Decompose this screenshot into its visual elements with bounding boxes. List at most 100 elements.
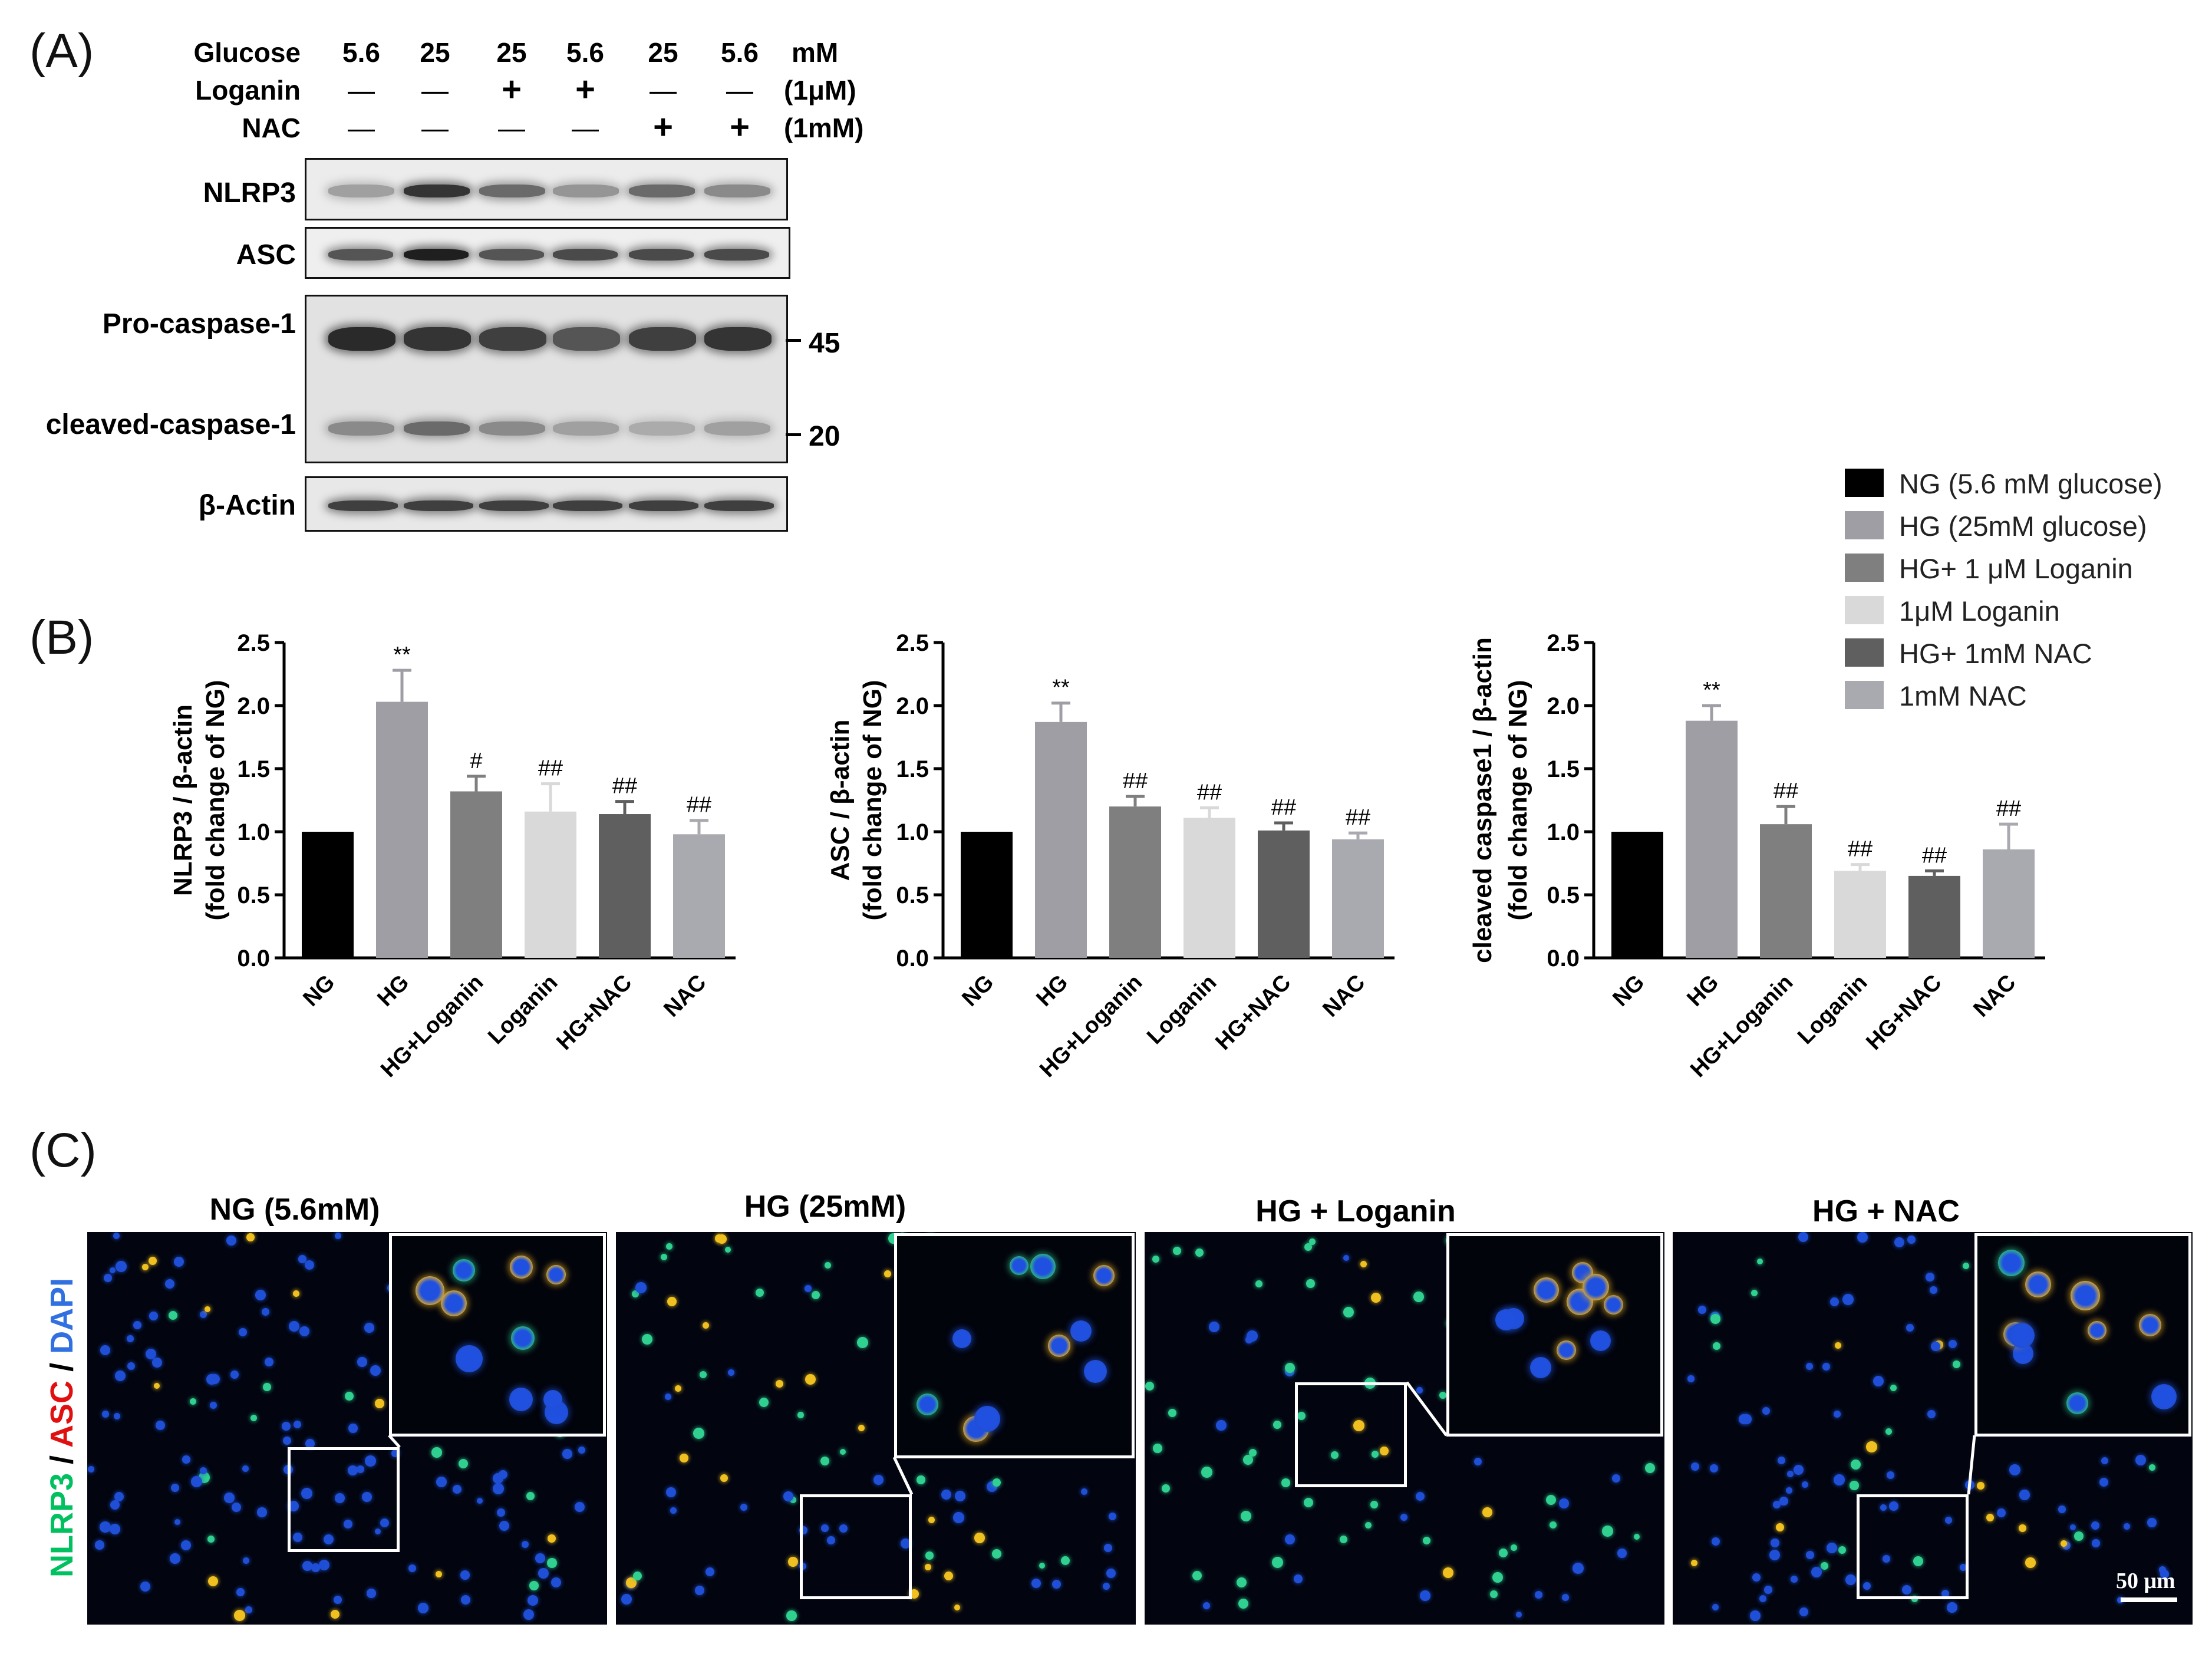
cell-nucleus bbox=[255, 1290, 266, 1300]
cell-nucleus bbox=[1237, 1577, 1247, 1588]
cell-nucleus bbox=[1963, 1263, 1970, 1270]
y-tick-label: 2.0 bbox=[896, 693, 929, 719]
connector bbox=[1405, 1381, 1448, 1437]
cell-nucleus bbox=[1953, 1360, 1961, 1369]
cell-nucleus bbox=[1562, 1594, 1569, 1601]
cell-nucleus bbox=[1152, 1256, 1159, 1263]
cell-nucleus bbox=[1866, 1441, 1877, 1452]
cell-magnified bbox=[441, 1290, 467, 1316]
cell-magnified bbox=[1030, 1254, 1056, 1279]
cell-magnified bbox=[1048, 1335, 1071, 1358]
cell-nucleus bbox=[1851, 1460, 1861, 1470]
cell-nucleus bbox=[1168, 1409, 1177, 1418]
cell-nucleus bbox=[169, 1311, 178, 1320]
cell-nucleus bbox=[1360, 1261, 1367, 1268]
cell-nucleus bbox=[1482, 1507, 1492, 1517]
y-tick-label: 0.0 bbox=[237, 946, 270, 971]
cell-nucleus bbox=[357, 1465, 364, 1473]
cell-nucleus bbox=[720, 1474, 728, 1483]
blot-band bbox=[479, 249, 544, 261]
cell-magnified bbox=[2088, 1321, 2107, 1340]
cell-nucleus bbox=[1103, 1583, 1110, 1590]
cell-nucleus bbox=[1372, 1451, 1379, 1458]
cell-nucleus bbox=[1842, 1294, 1854, 1305]
cell-nucleus bbox=[1297, 1412, 1306, 1421]
fluor-title-hg-nac: HG + NAC bbox=[1812, 1194, 1960, 1228]
cell-nucleus bbox=[528, 1595, 539, 1606]
wb-cell: + bbox=[575, 70, 595, 108]
cell-nucleus bbox=[1863, 1582, 1871, 1590]
wb-cell: — bbox=[348, 113, 375, 143]
cell-nucleus bbox=[100, 1521, 111, 1533]
cell-magnified bbox=[456, 1345, 483, 1372]
cell-nucleus bbox=[242, 1465, 249, 1472]
cell-nucleus bbox=[1713, 1342, 1720, 1350]
cell-magnified bbox=[917, 1394, 938, 1415]
cell-nucleus bbox=[1039, 1563, 1046, 1569]
cell-nucleus bbox=[626, 1577, 637, 1589]
cell-nucleus bbox=[1550, 1521, 1557, 1528]
cell-nucleus bbox=[1309, 1238, 1316, 1246]
significance-label: ## bbox=[1922, 843, 1947, 868]
cell-nucleus bbox=[370, 1365, 381, 1376]
cell-nucleus bbox=[1245, 1336, 1252, 1343]
blot-band bbox=[704, 185, 770, 197]
cell-nucleus bbox=[1779, 1497, 1788, 1506]
cell-nucleus bbox=[1791, 1576, 1798, 1583]
wb-cell: — bbox=[421, 75, 449, 106]
cell-nucleus bbox=[1238, 1599, 1249, 1609]
marker-tick-45 bbox=[786, 339, 801, 342]
blot-band bbox=[704, 500, 774, 511]
legend-swatch bbox=[1845, 596, 1884, 624]
cell-nucleus bbox=[1612, 1474, 1621, 1483]
x-tick-label: Loganin bbox=[1142, 970, 1221, 1049]
cell-nucleus bbox=[1104, 1544, 1112, 1552]
cell-nucleus bbox=[1241, 1511, 1251, 1521]
cell-nucleus bbox=[239, 1328, 248, 1337]
cell-nucleus bbox=[1439, 1392, 1447, 1399]
cell-nucleus bbox=[335, 1233, 342, 1240]
fluor-title-hg-loganin: HG + Loganin bbox=[1255, 1194, 1456, 1228]
bar bbox=[961, 832, 1013, 958]
cell-nucleus bbox=[293, 1290, 299, 1297]
cell-nucleus bbox=[2124, 1523, 2131, 1530]
cell-nucleus bbox=[1343, 1255, 1350, 1261]
cell-nucleus bbox=[1687, 1375, 1695, 1382]
chart-nlrp3: 0.0 0.5 1.0 1.5 2.0 2.5 NLRP3 / β-actin (fold c… bbox=[169, 630, 736, 1082]
stain-label-part: ASC bbox=[44, 1380, 80, 1448]
cell-nucleus bbox=[364, 1323, 374, 1333]
cell-nucleus bbox=[226, 1236, 236, 1246]
cell-nucleus bbox=[100, 1345, 110, 1355]
blot-band bbox=[629, 249, 694, 261]
cell-nucleus bbox=[232, 1503, 242, 1513]
cell-magnified bbox=[453, 1259, 475, 1282]
cell-magnified bbox=[1557, 1340, 1576, 1360]
x-tick-label: HG+NAC bbox=[1861, 970, 1946, 1055]
blot-caspase-1 bbox=[305, 295, 788, 463]
cell-nucleus bbox=[925, 1564, 931, 1570]
magnified-inset bbox=[894, 1233, 1135, 1458]
cell-nucleus bbox=[246, 1233, 255, 1241]
cell-nucleus bbox=[827, 1536, 835, 1544]
cell-nucleus bbox=[2099, 1478, 2109, 1487]
blot-band bbox=[328, 421, 394, 436]
blot-band bbox=[479, 185, 545, 197]
blot-label-beta-actin: β-Actin bbox=[198, 490, 296, 521]
blot-band bbox=[553, 327, 620, 351]
blot-band bbox=[404, 327, 471, 351]
fluor-image-hg bbox=[616, 1232, 1136, 1625]
cell-nucleus bbox=[210, 1402, 217, 1409]
wb-cell: — bbox=[726, 75, 753, 106]
blot-band bbox=[704, 327, 772, 351]
cell-nucleus bbox=[114, 1492, 124, 1502]
bar bbox=[1109, 806, 1161, 958]
cell-magnified bbox=[509, 1388, 533, 1411]
cell-nucleus bbox=[2058, 1506, 2066, 1513]
cell-nucleus bbox=[1773, 1501, 1781, 1509]
cell-magnified bbox=[1495, 1309, 1517, 1330]
inset-connector-line bbox=[1405, 1381, 1448, 1437]
cell-nucleus bbox=[1769, 1550, 1781, 1561]
cell-magnified bbox=[2066, 1392, 2089, 1415]
x-tick-label: NG bbox=[298, 970, 339, 1012]
chart-cleaved-caspase1: 0.0 0.5 1.0 1.5 2.0 2.5 cleaved caspase1 / β-a… bbox=[1468, 630, 2045, 1082]
